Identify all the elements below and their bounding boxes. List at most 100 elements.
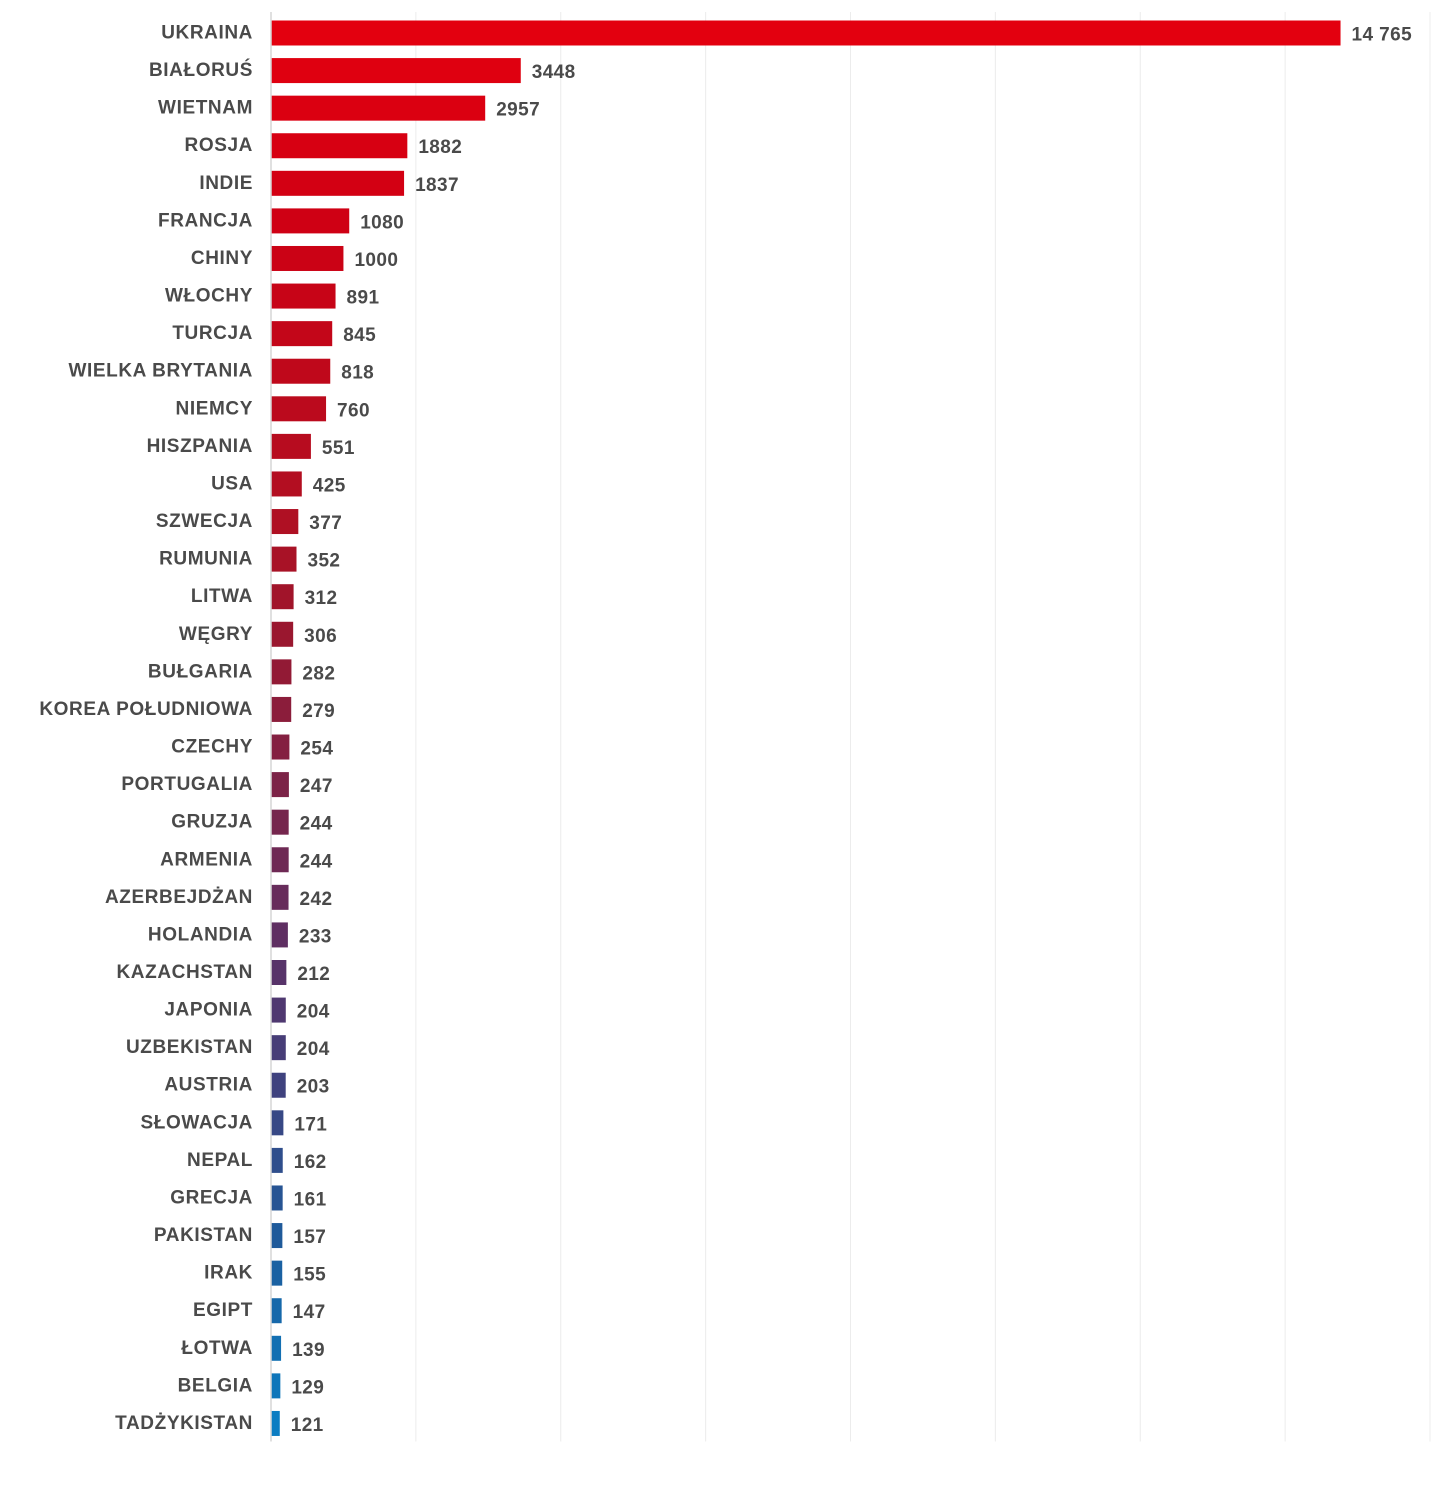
bar	[271, 1147, 283, 1173]
bar	[271, 847, 289, 873]
category-label: TURCJA	[172, 323, 253, 344]
value-label: 1080	[360, 212, 404, 233]
bars	[271, 20, 1341, 1436]
category-label: WĘGRY	[179, 624, 253, 645]
value-label: 157	[293, 1227, 326, 1248]
category-label: GRECJA	[170, 1187, 253, 1208]
bar	[271, 960, 287, 985]
bar	[271, 1298, 282, 1324]
value-label: 279	[302, 701, 335, 722]
category-label: HISZPANIA	[147, 436, 253, 457]
bar	[271, 997, 286, 1023]
value-label: 121	[291, 1415, 324, 1436]
value-label: 551	[322, 438, 355, 459]
category-label: ARMENIA	[160, 849, 253, 870]
value-label: 204	[297, 1002, 330, 1023]
category-label: WIETNAM	[158, 98, 253, 119]
value-label: 242	[300, 889, 333, 910]
value-label: 139	[292, 1340, 325, 1361]
value-label: 204	[297, 1039, 330, 1060]
value-label: 845	[343, 325, 376, 346]
bar	[271, 283, 336, 309]
category-label: LITWA	[191, 586, 253, 607]
category-label: UZBEKISTAN	[126, 1037, 253, 1058]
category-label: ŁOTWA	[181, 1338, 253, 1359]
category-label: EGIPT	[193, 1300, 253, 1321]
value-label: 1000	[354, 250, 398, 271]
value-label: 244	[300, 851, 333, 872]
category-label: JAPONIA	[164, 1000, 253, 1021]
value-label: 312	[305, 588, 338, 609]
category-label: HOLANDIA	[148, 924, 253, 945]
category-label: ROSJA	[185, 135, 253, 156]
value-label: 1882	[418, 137, 462, 158]
category-label: NEPAL	[187, 1150, 253, 1171]
bar	[271, 358, 331, 384]
value-labels: 14 765 3448 2957 1882 1837 1080 1000 891 845 818 7…	[291, 25, 1412, 1436]
bar	[271, 133, 408, 159]
category-label: UKRAINA	[161, 23, 253, 44]
grid-lines	[415, 12, 1431, 1442]
category-label: CZECHY	[171, 737, 253, 758]
value-label: 129	[291, 1377, 324, 1398]
bar	[271, 772, 289, 798]
bar	[271, 509, 299, 535]
category-label: WIELKA BRYTANIA	[68, 361, 253, 382]
bar	[271, 321, 333, 347]
bar	[271, 95, 486, 121]
category-label: USA	[211, 473, 253, 494]
bar	[271, 20, 1341, 46]
bar	[271, 170, 405, 196]
value-label: 760	[337, 400, 370, 421]
value-label: 2957	[496, 100, 540, 121]
value-label: 155	[293, 1265, 326, 1286]
category-label: SZWECJA	[156, 511, 253, 532]
bar	[271, 1260, 283, 1286]
value-label: 352	[307, 551, 340, 572]
category-label: SŁOWACJA	[141, 1112, 253, 1133]
bar	[271, 809, 289, 835]
bar	[271, 1110, 284, 1136]
value-label: 818	[341, 363, 374, 384]
category-label: RUMUNIA	[159, 549, 253, 570]
category-label: GRUZJA	[171, 812, 253, 833]
category-label: FRANCJA	[158, 210, 253, 231]
value-label: 282	[302, 663, 335, 684]
value-label: 162	[294, 1152, 327, 1173]
category-label: TADŻYKISTAN	[115, 1413, 253, 1434]
value-label: 147	[293, 1302, 326, 1323]
value-label: 254	[300, 739, 333, 760]
category-labels: UKRAINA BIAŁORUŚ WIETNAM ROSJA INDIE FRANCJA C…	[39, 23, 254, 1434]
bar	[271, 433, 311, 459]
category-label: PAKISTAN	[154, 1225, 253, 1246]
bar	[271, 245, 344, 271]
category-label: INDIE	[199, 173, 253, 194]
value-label: 161	[294, 1189, 327, 1210]
bar	[271, 1072, 286, 1098]
bar	[271, 922, 288, 948]
category-label: PORTUGALIA	[121, 774, 253, 795]
bar	[271, 208, 350, 234]
value-label: 171	[294, 1114, 327, 1135]
category-label: KOREA POŁUDNIOWA	[39, 699, 253, 720]
bar	[271, 1335, 282, 1361]
bar	[271, 734, 290, 760]
bar	[271, 1185, 283, 1211]
category-label: AUSTRIA	[164, 1075, 253, 1096]
category-label: AZERBEJDŻAN	[105, 887, 253, 908]
category-label: WŁOCHY	[165, 286, 253, 307]
bar	[271, 1410, 280, 1436]
bar	[271, 659, 292, 685]
value-label: 425	[313, 475, 346, 496]
value-label: 233	[299, 926, 332, 947]
bar	[271, 471, 302, 497]
bar	[271, 1223, 283, 1249]
category-label: CHINY	[191, 248, 253, 269]
category-label: BIAŁORUŚ	[149, 59, 253, 81]
category-label: NIEMCY	[176, 398, 254, 419]
value-label: 203	[297, 1077, 330, 1098]
bar	[271, 1373, 281, 1399]
bar	[271, 696, 292, 722]
category-label: BUŁGARIA	[148, 661, 253, 682]
